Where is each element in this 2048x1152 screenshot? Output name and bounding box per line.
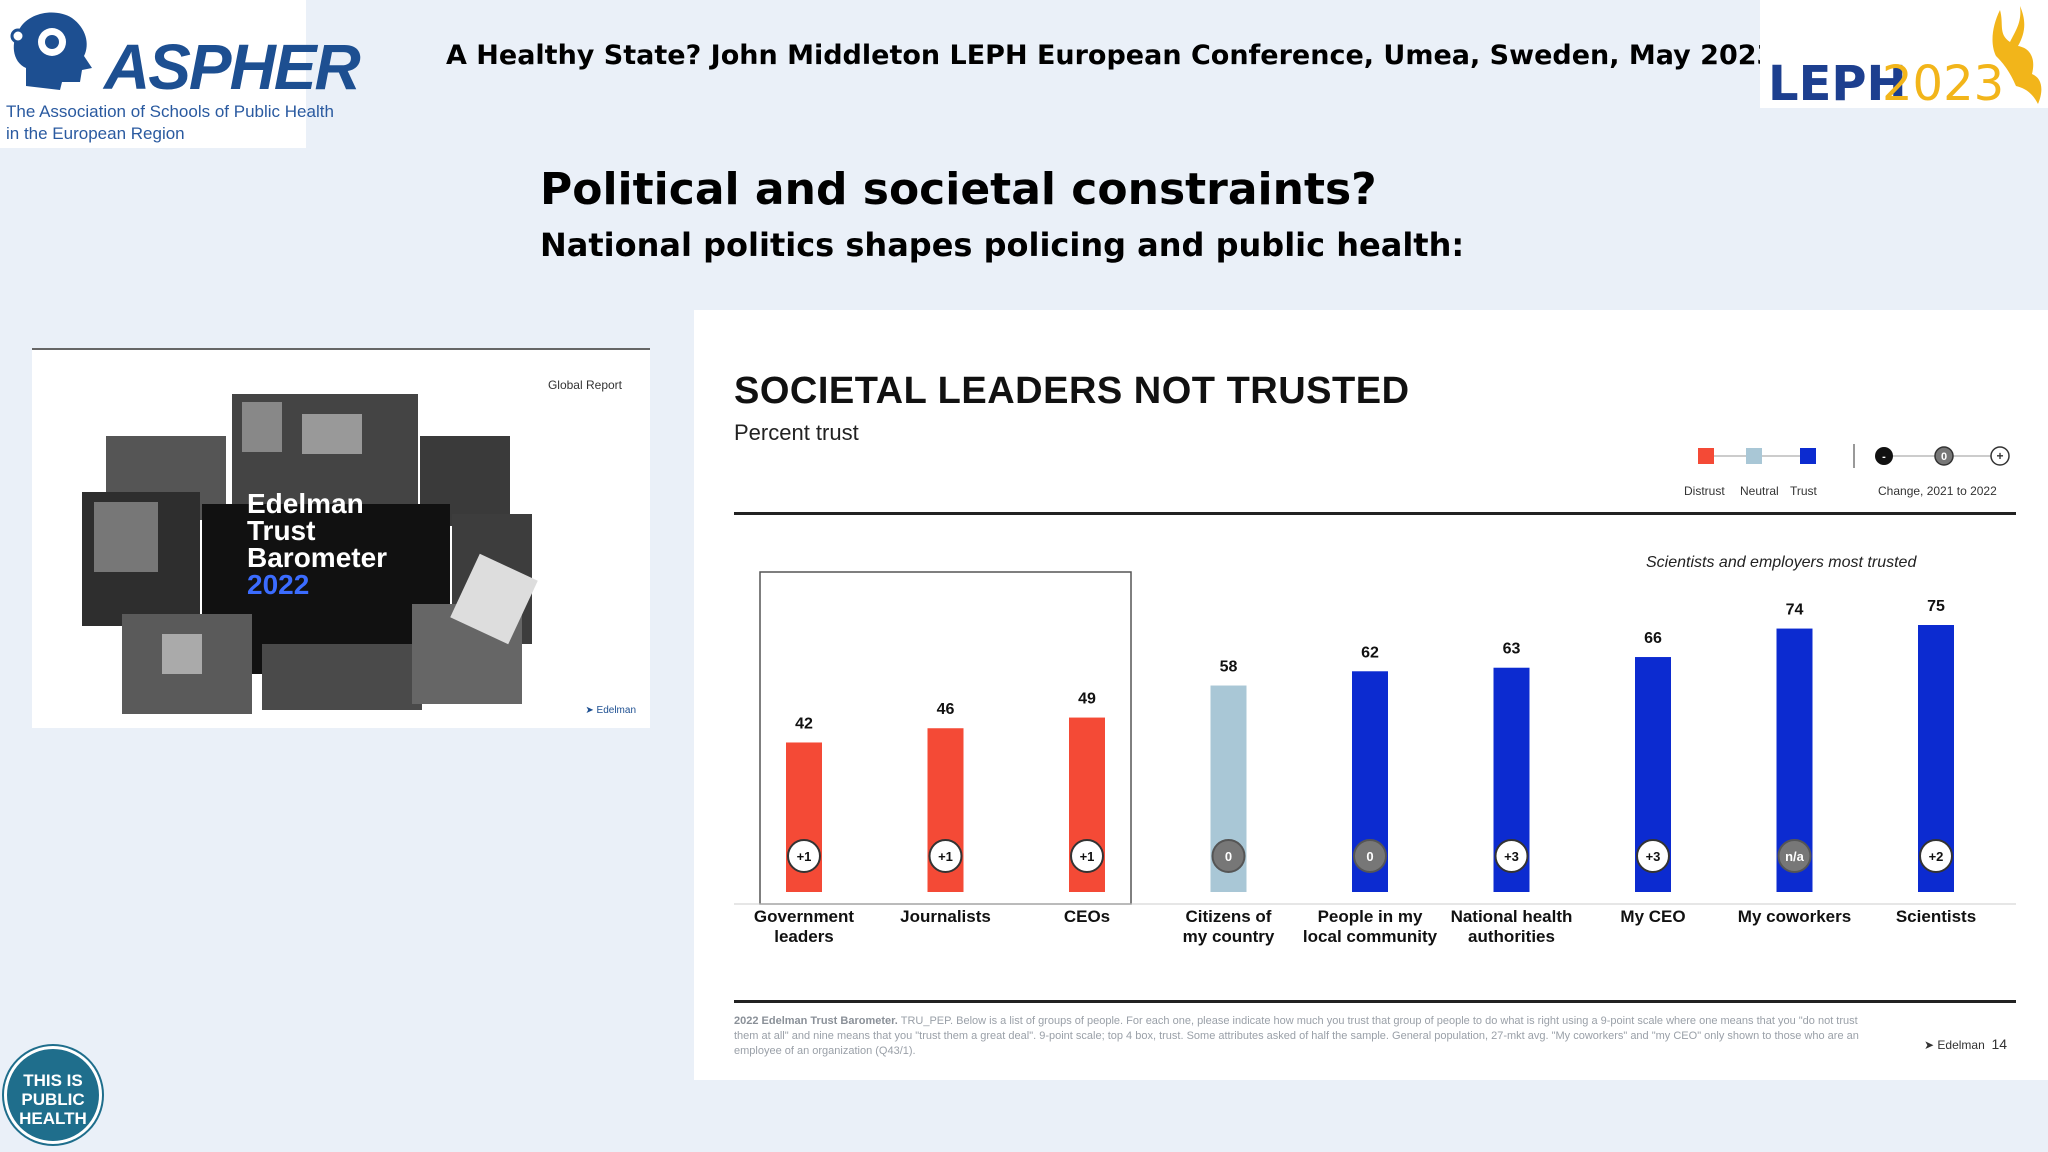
- change-label-8: +2: [1929, 849, 1944, 864]
- legend-change-none-symbol: 0: [1941, 451, 1947, 463]
- legend-swatch-distrust: [1698, 448, 1714, 464]
- bar-value-label-6: 66: [1644, 630, 1662, 647]
- change-label-1: +1: [938, 849, 953, 864]
- leph-logo: LEPH 2023: [1760, 0, 2048, 112]
- change-marker-1: [928, 839, 963, 873]
- slide-subtitle: National politics shapes policing and pu…: [540, 226, 1465, 264]
- chart-bottom-rule: [734, 1000, 2016, 1003]
- change-marker-5: [1494, 839, 1529, 873]
- conference-title: A Healthy State? John Middleton LEPH Eur…: [446, 40, 1776, 71]
- aspher-wordmark: ASPHER: [104, 31, 361, 103]
- change-marker-4: [1353, 839, 1387, 873]
- chart-legend: - 0 + Distrust Neutral Trust Change, 202…: [1684, 440, 2024, 500]
- cover-title: Edelman Trust Barometer 2022: [247, 488, 388, 600]
- change-marker-3: [1211, 839, 1246, 873]
- footnote-text: TRU_PEP. Below is a list of groups of pe…: [734, 1015, 1859, 1057]
- reindeer-icon: [1992, 6, 2042, 104]
- category-label-2-0: CEOs: [1064, 907, 1110, 926]
- legend-change-up: [1990, 446, 2010, 466]
- bar-value-label-0: 42: [795, 715, 813, 732]
- chart-footnote: 2022 Edelman Trust Barometer. TRU_PEP. B…: [734, 1014, 1884, 1059]
- legend-change-down-symbol: -: [1882, 451, 1886, 463]
- change-label-5: +3: [1504, 849, 1519, 864]
- chart-title: SOCIETAL LEADERS NOT TRUSTED: [734, 370, 1410, 412]
- legend-change-up-symbol: +: [1996, 449, 2003, 463]
- legend-swatch-trust: [1800, 448, 1816, 464]
- category-label-4-0: People in my: [1318, 907, 1423, 926]
- legend-change-none: [1934, 446, 1954, 466]
- category-label-8-0: Scientists: [1896, 907, 1976, 926]
- global-report-label: Global Report: [547, 378, 622, 392]
- aspher-head-icon: [10, 12, 92, 91]
- edelman-logo-text: Edelman: [596, 705, 636, 716]
- bar-value-label-4: 62: [1361, 644, 1379, 661]
- legend-label-trust: Trust: [1790, 484, 1817, 498]
- chart-annotation: Scientists and employers most trusted: [1646, 554, 1917, 571]
- edelman-report-cover: Global Report Edelman Trust Barometer 20…: [32, 348, 650, 728]
- chart-footer: ➤ Edelman 14: [1924, 1036, 2008, 1052]
- bar-value-label-2: 49: [1078, 691, 1096, 708]
- legend-change-down: [1875, 447, 1893, 465]
- category-label-5-0: National health: [1451, 907, 1573, 926]
- change-label-6: +3: [1646, 849, 1661, 864]
- change-label-0: +1: [797, 849, 812, 864]
- cover-title-year: 2022: [247, 569, 310, 600]
- change-label-7: n/a: [1785, 849, 1805, 864]
- leph-logo-text: LEPH: [1768, 56, 1907, 112]
- change-label-2: +1: [1080, 849, 1095, 864]
- change-label-4: 0: [1366, 849, 1373, 864]
- bar-value-label-1: 46: [937, 701, 955, 718]
- chart-panel: 42 +1 Government leaders 46 +1 Journalists 49 +1…: [694, 310, 2048, 1080]
- legend-label-change: Change, 2021 to 2022: [1878, 484, 1997, 498]
- change-marker-0: [787, 839, 821, 873]
- change-label-3: 0: [1225, 849, 1232, 864]
- legend-swatch-neutral: [1746, 448, 1762, 464]
- badge-line3: HEALTH: [19, 1109, 87, 1128]
- change-marker-7: [1777, 839, 1812, 873]
- category-label-5-1: authorities: [1468, 927, 1555, 946]
- category-label-1-0: Journalists: [900, 907, 991, 926]
- cover-title-line1: Edelman: [247, 488, 364, 519]
- aspher-tagline-2: in the European Region: [6, 124, 185, 143]
- edelman-logo: ➤ Edelman: [585, 705, 636, 716]
- category-label-3-1: my country: [1183, 927, 1275, 946]
- category-label-0-1: leaders: [774, 927, 834, 946]
- change-marker-2: [1070, 839, 1104, 873]
- badge-line1: THIS IS: [23, 1071, 83, 1090]
- public-health-badge: THIS IS PUBLIC HEALTH: [4, 1046, 102, 1144]
- change-marker-8: [1919, 839, 1953, 873]
- aspher-tagline-1: The Association of Schools of Public Hea…: [6, 102, 334, 121]
- footer-edelman-logo: Edelman: [1937, 1038, 1985, 1052]
- cover-title-line2: Trust: [247, 515, 316, 546]
- category-label-4-1: local community: [1303, 927, 1438, 946]
- badge-line2: PUBLIC: [21, 1090, 85, 1109]
- bar-value-label-7: 74: [1786, 602, 1804, 619]
- aspher-logo: ASPHER The Association of Schools of Pub…: [0, 0, 361, 148]
- bar-value-label-8: 75: [1927, 598, 1945, 615]
- photo-collage: [82, 394, 538, 714]
- change-marker-6: [1636, 839, 1670, 873]
- footnote-source: 2022 Edelman Trust Barometer.: [734, 1015, 898, 1027]
- legend-label-neutral: Neutral: [1740, 484, 1779, 498]
- legend-label-distrust: Distrust: [1684, 484, 1725, 498]
- cover-title-line3: Barometer: [247, 542, 388, 573]
- category-label-7-0: My coworkers: [1738, 907, 1851, 926]
- slide-title: Political and societal constraints?: [540, 164, 1377, 215]
- page-number: 14: [1991, 1036, 2008, 1052]
- leph-logo-year: 2023: [1882, 56, 2005, 112]
- chart-subtitle: Percent trust: [734, 420, 859, 445]
- category-label-0-0: Government: [754, 907, 854, 926]
- legend-symbols: - 0 +: [1698, 444, 2010, 468]
- category-label-3-0: Citizens of: [1186, 907, 1272, 926]
- category-label-6-0: My CEO: [1620, 907, 1685, 926]
- bar-value-label-3: 58: [1220, 659, 1238, 676]
- bar-value-label-5: 63: [1503, 641, 1521, 658]
- chart-top-rule: [734, 512, 2016, 515]
